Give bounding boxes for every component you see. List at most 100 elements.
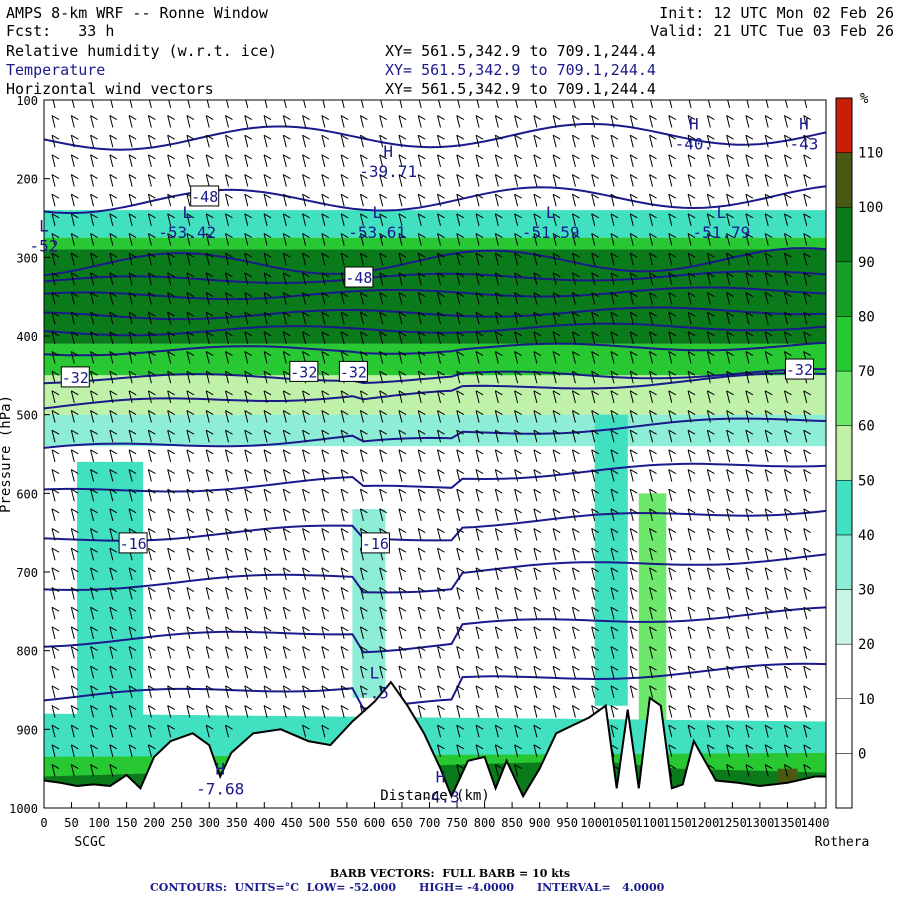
wind-barb-flag [668,685,677,691]
wind-barb-flag [379,174,387,179]
wind-barb-flag [437,744,445,750]
wind-barb [417,115,422,128]
wind-barb-flag [630,115,638,120]
wind-barb [70,508,75,521]
wind-barb [379,567,384,580]
wind-barb-flag [321,705,330,710]
wind-barb-flag [360,292,368,297]
wind-barb [244,489,249,502]
wind-barb [379,292,384,305]
wind-barb [263,666,268,679]
colorbar-tick-label: 0 [858,746,866,762]
wind-barb [668,312,673,325]
wind-barb-flag [379,331,387,337]
wind-barb-flag [51,252,60,258]
wind-barb-flag [51,764,60,769]
wind-barb [591,607,596,620]
wind-barb-flag [109,744,118,750]
wind-barb [629,331,634,344]
wind-barb [649,292,654,305]
wind-barb-flag [649,626,657,632]
wind-barb-flag [514,449,522,455]
wind-barb [244,666,249,679]
wind-barb-flag [263,587,272,592]
wind-barb [494,528,499,541]
wind-barb [186,272,191,285]
wind-barb [90,587,95,600]
humidity-column [594,414,628,706]
wind-barb-flag [437,547,445,553]
wind-barb-flag [109,429,118,435]
wind-barb-flag [630,272,638,278]
wind-barb-flag [417,449,426,455]
colorbar-frame [835,97,853,809]
wind-barb-flag [572,685,580,691]
wind-barb-flag [417,587,426,592]
humidity-band [44,210,826,238]
wind-barb-flag [148,547,156,553]
wind-barb-flag [726,429,734,435]
wind-barb-flag [655,100,657,101]
wind-barb-flag [649,292,657,297]
wind-barb-flag [340,547,349,553]
wind-barb [225,607,229,620]
wind-barb-flag [514,508,522,514]
wind-barb [379,410,384,423]
wind-barb [533,312,538,325]
wind-barb [514,233,519,246]
wind-barb-flag [385,100,387,101]
wind-barb [803,410,808,423]
wind-barb-flag [437,508,445,514]
temperature-label: -32 [786,361,813,379]
wind-barb-flag [668,626,677,632]
wind-barb [244,390,249,403]
wind-barb-flag [51,606,60,612]
wind-barb [379,174,384,187]
wind-barb-flag [71,154,79,160]
wind-barb-flag [803,547,811,553]
wind-barb [533,272,538,285]
wind-barb [205,548,210,561]
colorbar-cell [835,316,853,372]
wind-barb-flag [668,547,677,553]
wind-barb-flag [552,626,561,632]
wind-barb [379,508,384,521]
wind-barb [109,135,114,148]
wind-barb-flag [109,410,118,415]
wind-barb-flag [668,154,677,160]
wind-barb [726,626,731,639]
wind-barb-flag [90,233,98,238]
wind-barb [128,213,133,226]
temperature-isotherm [44,123,826,151]
wind-barb [90,567,95,580]
wind-barb [726,253,731,266]
wind-barb-flag [591,174,599,179]
wind-barb-flag [340,449,349,455]
wind-barb-flag [71,626,79,632]
wind-barb-flag [591,488,599,494]
wind-barb [514,528,519,541]
wind-barb-flag [803,311,811,317]
wind-barb [783,213,788,226]
wind-barb-flag [610,685,619,691]
wind-barb [494,331,499,344]
wind-barb-flag [520,100,522,101]
wind-barb [282,646,287,659]
wind-barb [399,100,403,108]
wind-barb-flag [495,115,503,120]
wind-barb [359,174,364,187]
wind-barb [302,567,307,580]
wind-barb-flag [340,331,349,337]
wind-barb-flag [475,724,484,730]
wind-barb [90,685,95,698]
wind-barb [225,685,229,698]
wind-barb-flag [283,154,291,160]
wind-barb [649,154,654,167]
wind-barb [186,430,191,443]
wind-barb-flag [225,292,233,297]
wind-barb-flag [321,252,330,258]
wind-barb-flag [726,351,734,356]
wind-barb-flag [668,488,677,494]
wind-barb [764,292,769,305]
wind-barb [687,371,692,384]
